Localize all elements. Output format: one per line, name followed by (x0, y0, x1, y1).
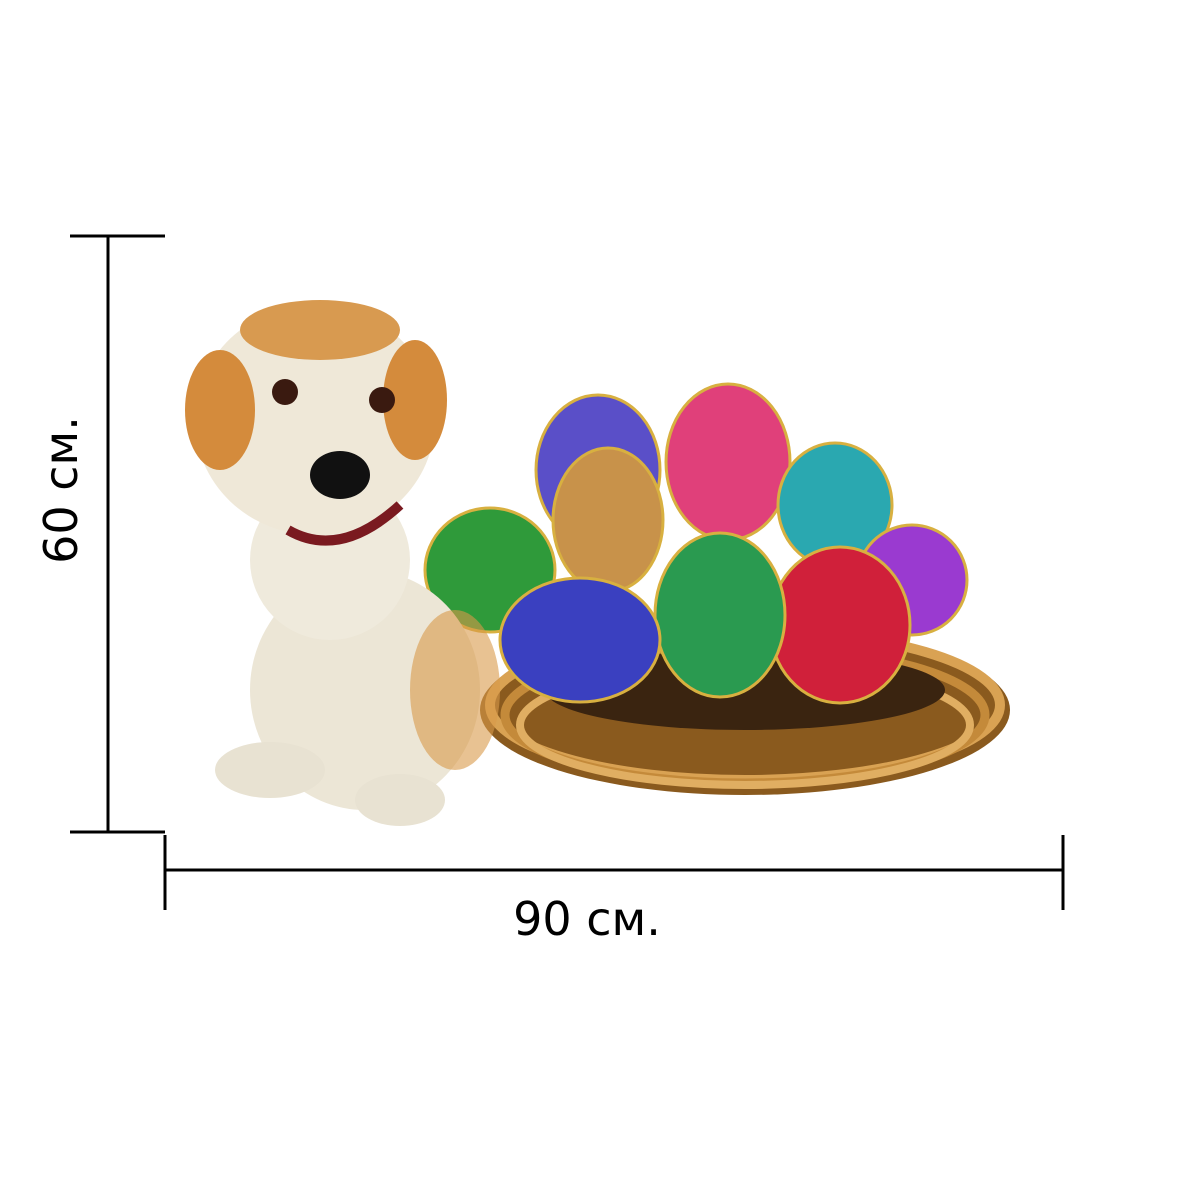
height-label: 60 см. (34, 416, 88, 564)
width-label: 90 см. (513, 892, 661, 946)
eggs (423, 382, 969, 705)
dog (185, 300, 500, 826)
dimension-lines (70, 234, 1065, 910)
